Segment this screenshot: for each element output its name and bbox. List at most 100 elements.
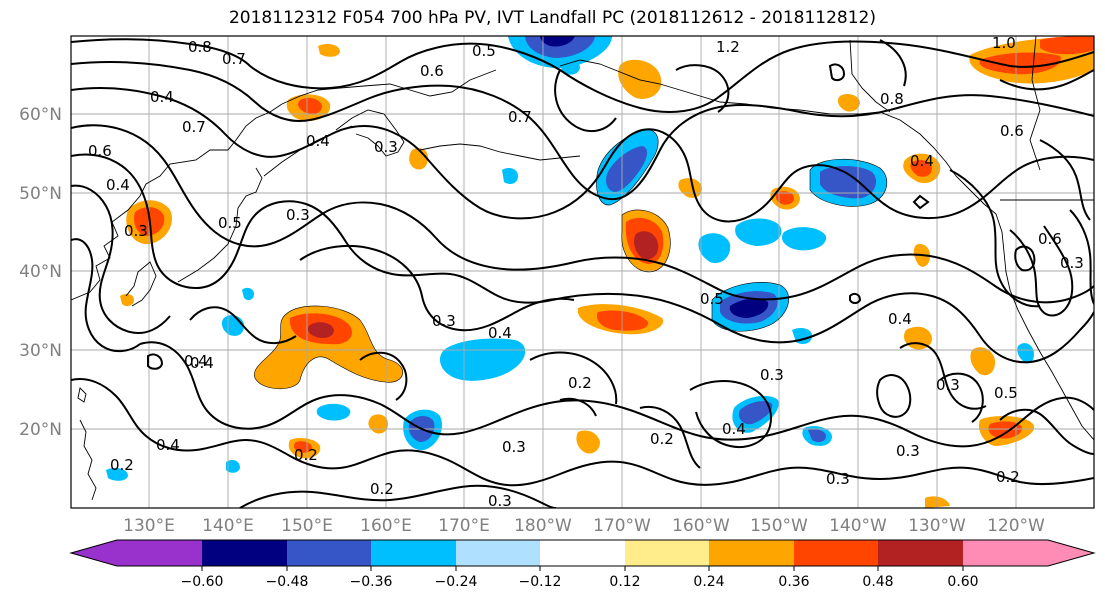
- pv-contour-line: [554, 69, 617, 133]
- contour-label: 0.6: [1000, 122, 1024, 140]
- lon-label: 120°W: [987, 516, 1045, 536]
- coastline-kamchatka: [335, 109, 405, 157]
- contour-label: 0.3: [936, 376, 960, 394]
- colorbar-tick-label: −0.60: [181, 574, 224, 590]
- pv-contour-line: [529, 351, 618, 405]
- pv-contour-line: [147, 353, 164, 370]
- pv-contour-line: [1039, 139, 1091, 221]
- latitude-labels: 60°N 50°N 40°N 30°N 20°N: [19, 105, 62, 440]
- contour-label: 0.3: [896, 442, 920, 460]
- positive-anomaly-patch: [988, 421, 1022, 439]
- pv-contour-line: [139, 341, 1094, 448]
- positive-anomaly-patch: [970, 347, 996, 376]
- colorbar-segment: [540, 540, 625, 566]
- pv-contour-line: [71, 184, 171, 334]
- negative-anomaly-patch: [738, 401, 773, 425]
- pv-contour-line: [999, 408, 1094, 455]
- pv-contour-line: [359, 351, 408, 401]
- contour-label: 0.8: [188, 38, 212, 56]
- pv-contour-line: [71, 378, 1094, 487]
- longitude-labels: 130°E 140°E 150°E 160°E 170°E 180°W 170°…: [123, 516, 1045, 536]
- pv-contour-line: [71, 238, 141, 352]
- colorbar-segment: [287, 540, 371, 566]
- colorbar-outline: [69, 539, 1096, 567]
- lat-label: 20°N: [19, 420, 62, 440]
- coastline-japan: [177, 167, 263, 283]
- negative-anomaly-patch: [525, 36, 595, 58]
- lon-label: 170°E: [438, 516, 490, 536]
- contour-label: 0.4: [306, 132, 330, 150]
- pv-contour-line: [71, 153, 553, 304]
- contour-label: 0.2: [996, 468, 1020, 486]
- pv-contour-line: [999, 69, 1094, 91]
- colorbar-tick-label: 0.48: [862, 574, 893, 590]
- negative-anomaly-patch: [226, 460, 240, 473]
- country-border: [849, 39, 891, 113]
- negative-anomaly-patch: [439, 338, 526, 381]
- pv-contour-line: [675, 64, 730, 113]
- contour-label: 0.3: [374, 138, 398, 156]
- contour-label: 0.4: [488, 324, 512, 342]
- colorbar-tick-label: 0.60: [947, 574, 978, 590]
- colorbar-tick-label: −0.24: [435, 574, 478, 590]
- colorbar: −0.60 −0.48 −0.36 −0.24 −0.12 0.12 0.24 …: [69, 539, 1096, 590]
- negative-anomaly-patch: [606, 146, 648, 192]
- lat-label: 50°N: [19, 184, 62, 204]
- colorbar-tick-label: 0.24: [693, 574, 724, 590]
- contour-label: 0.4: [722, 420, 746, 438]
- philippines: [79, 419, 97, 501]
- lon-label: 160°W: [672, 516, 730, 536]
- pv-contour-line: [551, 292, 1094, 364]
- contour-label: 0.5: [994, 384, 1018, 402]
- contour-label: 1.2: [716, 38, 740, 56]
- anomaly-outlines: [254, 129, 888, 390]
- coastline-korea: [125, 261, 157, 307]
- negative-anomaly-patch: [502, 168, 518, 184]
- coastline-siberia: [281, 69, 497, 105]
- pv-contours: [71, 38, 1094, 508]
- pv-contour-line: [828, 63, 846, 82]
- colorbar-segment: [456, 540, 540, 566]
- contour-label-layer: 0.8 0.7 0.5 1.2 1.0 0.6 0.4 0.7 0.4 0.3 …: [88, 34, 1084, 510]
- positive-anomaly-patch: [409, 148, 428, 170]
- lat-label: 30°N: [19, 341, 62, 361]
- lat-label: 40°N: [19, 262, 62, 282]
- contour-label: 0.7: [508, 108, 532, 126]
- contour-label: 1.0: [992, 34, 1016, 52]
- negative-anomaly-patch: [560, 60, 580, 75]
- contour-label: 0.3: [826, 470, 850, 488]
- pv-contour-line: [876, 374, 912, 418]
- colorbar-segments: [117, 540, 1048, 566]
- negative-anomaly-patch: [1017, 343, 1034, 364]
- coastline-alaska: [559, 59, 997, 215]
- pv-contour-line: [639, 406, 701, 469]
- contour-label: 0.3: [488, 492, 512, 510]
- pv-contour-line: [689, 380, 772, 448]
- contour-label: 0.2: [294, 446, 318, 464]
- lon-label: 150°W: [750, 516, 808, 536]
- anomaly-outline: [711, 282, 789, 332]
- lon-label: 140°W: [829, 516, 887, 536]
- contour-label: 0.5: [700, 290, 724, 308]
- lon-label: 160°E: [360, 516, 412, 536]
- contour-label: 0.4: [150, 88, 174, 106]
- colorbar-segment: [371, 540, 456, 566]
- taiwan: [77, 387, 87, 403]
- pv-contour-line: [239, 484, 557, 508]
- positive-anomaly-patch: [837, 94, 860, 112]
- positive-anomaly-patch: [297, 98, 322, 114]
- pv-contour-line: [849, 292, 862, 304]
- contour-label: 0.3: [286, 206, 310, 224]
- contour-label: 0.4: [190, 354, 214, 372]
- lon-label: 130°W: [908, 516, 966, 536]
- negative-anomaly-patch: [820, 166, 877, 199]
- pv-contour-line: [71, 124, 1094, 304]
- lon-label: 130°E: [123, 516, 175, 536]
- positive-anomaly-patch: [1040, 36, 1094, 55]
- positive-anomaly-patch: [576, 430, 600, 454]
- contour-label: 0.2: [568, 374, 592, 392]
- pv-contour-line: [1069, 209, 1094, 305]
- lon-label: 170°W: [593, 516, 651, 536]
- map-title: 2018112312 F054 700 hPa PV, IVT Landfall…: [228, 8, 876, 28]
- colorbar-tick-label: 0.36: [778, 574, 809, 590]
